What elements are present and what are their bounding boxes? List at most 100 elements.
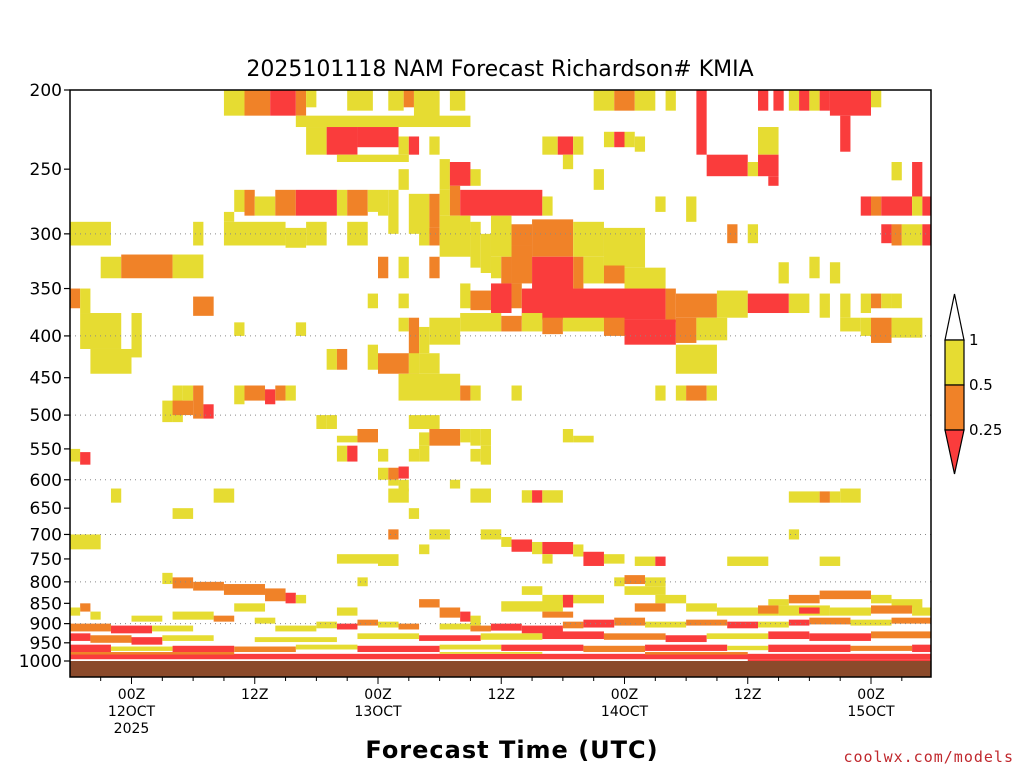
heatmap-cell bbox=[706, 385, 717, 401]
heatmap-cell bbox=[419, 432, 430, 446]
x-axis-label: Forecast Time (UTC) bbox=[365, 736, 658, 764]
heatmap-cell bbox=[675, 293, 717, 318]
colorbar-bin-orange bbox=[944, 384, 965, 431]
heatmap-cell bbox=[675, 317, 697, 343]
heatmap-cell bbox=[747, 224, 759, 244]
heatmap-cell bbox=[172, 508, 194, 519]
heatmap-cell bbox=[90, 611, 101, 620]
heatmap-cell bbox=[244, 385, 266, 401]
y-tick-label: 850 bbox=[30, 594, 62, 614]
heatmap-cell bbox=[419, 544, 430, 555]
heatmap-cell bbox=[573, 544, 584, 557]
heatmap-cell bbox=[809, 90, 820, 111]
heatmap-cell bbox=[706, 154, 748, 177]
heatmap-cell bbox=[419, 445, 430, 462]
heatmap-cell bbox=[460, 611, 471, 622]
heatmap-cell bbox=[336, 348, 348, 370]
heatmap-cell bbox=[429, 136, 440, 155]
heatmap-cell bbox=[223, 221, 286, 246]
heatmap-cell bbox=[891, 224, 902, 246]
heatmap-cell bbox=[295, 594, 307, 604]
heatmap-cell bbox=[285, 227, 307, 248]
heatmap-cell bbox=[521, 586, 543, 595]
heatmap-cell bbox=[912, 161, 923, 197]
heatmap-cell bbox=[747, 659, 931, 661]
heatmap-cell bbox=[716, 290, 748, 318]
heatmap-cell bbox=[388, 189, 399, 234]
heatmap-cell bbox=[419, 353, 440, 374]
heatmap-cell bbox=[881, 224, 892, 244]
heatmap-cell bbox=[172, 577, 194, 589]
heatmap-cell bbox=[480, 428, 491, 446]
heatmap-cell bbox=[439, 215, 471, 257]
heatmap-cell bbox=[614, 617, 646, 626]
heatmap-cell bbox=[429, 193, 440, 228]
heatmap-cell bbox=[583, 551, 604, 566]
heatmap-cell bbox=[511, 539, 533, 552]
heatmap-cell bbox=[244, 90, 271, 116]
heatmap-cell bbox=[562, 317, 604, 332]
heatmap-cell bbox=[624, 131, 635, 148]
heatmap-cell bbox=[275, 385, 286, 401]
heatmap-cell bbox=[403, 90, 414, 108]
heatmap-cell bbox=[213, 615, 235, 622]
y-tick-label: 300 bbox=[30, 225, 62, 245]
y-tick-label: 1000 bbox=[19, 652, 62, 672]
x-tick-label: 12Z bbox=[734, 687, 761, 703]
y-tick-label: 350 bbox=[30, 280, 62, 300]
y-axis: 200 250 300 350 400 450 500 550 600 650 700 750 8008… bbox=[19, 81, 70, 672]
y-tick-label: 500 bbox=[30, 406, 62, 426]
heatmap-cell bbox=[110, 646, 173, 651]
heatmap-cell bbox=[70, 607, 81, 616]
heatmap-cell bbox=[295, 115, 471, 128]
heatmap-cell bbox=[470, 221, 481, 268]
heatmap-cell bbox=[460, 428, 471, 443]
heatmap-cell bbox=[871, 90, 882, 108]
heatmap-cell bbox=[788, 529, 800, 540]
heatmap-cell bbox=[408, 508, 420, 519]
heatmap-cell bbox=[326, 348, 337, 370]
heatmap-cell bbox=[542, 317, 563, 335]
heatmap-cell bbox=[460, 189, 543, 216]
heatmap-cell bbox=[357, 619, 378, 626]
heatmap-cell bbox=[532, 490, 543, 503]
heatmap-cell bbox=[686, 385, 707, 401]
heatmap-cell bbox=[696, 90, 707, 155]
heatmap-cell bbox=[773, 90, 784, 111]
heatmap-cell bbox=[665, 90, 676, 111]
heatmap-cell bbox=[583, 645, 646, 653]
heatmap-cell bbox=[809, 617, 851, 625]
heatmap-cell bbox=[265, 588, 286, 602]
x-tick-label: 12Z bbox=[488, 687, 515, 703]
heatmap-cell bbox=[871, 317, 892, 343]
heatmap-cell bbox=[603, 317, 625, 336]
heatmap-cell bbox=[758, 90, 769, 111]
heatmap-cell bbox=[655, 385, 666, 401]
heatmap-cell bbox=[521, 625, 563, 634]
heatmap-cell bbox=[162, 400, 173, 423]
heatmap-cell bbox=[542, 611, 574, 618]
heatmap-cell bbox=[819, 556, 841, 566]
heatmap-cell bbox=[542, 136, 558, 155]
heatmap-cell bbox=[829, 607, 871, 616]
y-tick-label: 200 bbox=[30, 81, 62, 101]
heatmap-cell bbox=[234, 385, 245, 405]
heatmap-cell bbox=[871, 605, 913, 614]
heatmap-cell bbox=[840, 293, 851, 318]
heatmap-cell bbox=[480, 633, 543, 640]
heatmap-cell bbox=[614, 577, 625, 587]
heatmap-cell bbox=[829, 491, 841, 503]
heatmap-cell bbox=[270, 90, 296, 116]
heatmap-cell bbox=[788, 594, 820, 604]
heatmap-cell bbox=[624, 319, 676, 345]
heatmap-cell bbox=[850, 619, 892, 626]
heatmap-cell bbox=[768, 631, 810, 640]
heatmap-cell bbox=[110, 488, 122, 503]
heatmap-cell bbox=[490, 215, 512, 257]
y-tick-label: 650 bbox=[30, 499, 62, 519]
x-tick-label: 13OCT bbox=[354, 704, 402, 720]
heatmap-cell bbox=[573, 256, 584, 289]
heatmap-cell bbox=[254, 196, 276, 216]
heatmap-cell bbox=[439, 607, 461, 618]
heatmap-cell bbox=[429, 529, 450, 540]
